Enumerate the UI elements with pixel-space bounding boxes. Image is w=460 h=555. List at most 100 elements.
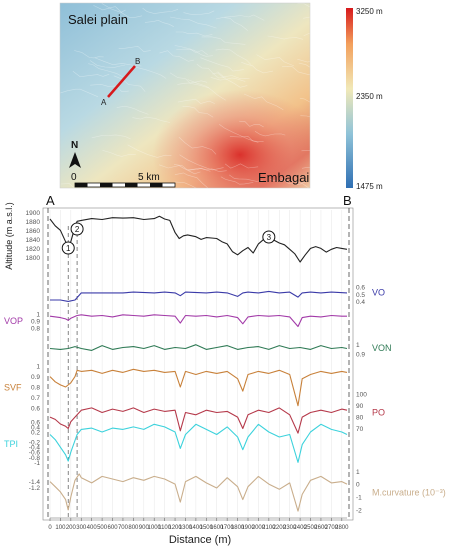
terrain-stroke	[102, 150, 136, 157]
series-name-m-curvature: M.curvature (10⁻³)	[372, 488, 446, 498]
scale-bar-end: 5 km	[138, 172, 160, 183]
tick-label-altitude: 1880	[26, 219, 41, 226]
terrain-stroke	[270, 179, 306, 184]
x-tick-label: 2000	[252, 525, 266, 531]
x-tick-label: 1700	[220, 525, 234, 531]
legend-mid: 2350 m	[356, 92, 383, 101]
relief-map	[60, 3, 310, 188]
series-name-svf: SVF	[4, 383, 22, 393]
legend-min: 1475 m	[356, 182, 383, 191]
tick-label-vo: 0.5	[356, 292, 365, 299]
terrain-stroke	[132, 116, 171, 123]
tick-label-svf: 0.7	[31, 395, 40, 402]
tick-label-tpi: 0.6	[31, 419, 40, 426]
terrain-stroke	[196, 63, 226, 79]
x-tick-label: 1800	[231, 525, 245, 531]
terrain-stroke	[159, 164, 201, 175]
x-axis-label: Distance (m)	[169, 534, 231, 546]
tick-label-tpi: -0.6	[29, 450, 41, 457]
x-tick-label: 100	[55, 525, 66, 531]
tick-label-po: 90	[356, 403, 364, 410]
tick-label-po: 70	[356, 426, 364, 433]
series-line-altitude	[49, 215, 348, 263]
point-marker-label-1: 1	[66, 244, 71, 253]
terrain-stroke	[174, 164, 211, 172]
x-tick-label: 400	[87, 525, 98, 531]
terrain-stroke	[239, 120, 264, 128]
chart-gridlines	[49, 210, 343, 518]
terrain-stroke	[215, 17, 248, 31]
tick-label-altitude: 1840	[26, 237, 41, 244]
x-tick-label: 1300	[179, 525, 193, 531]
tick-label-tpi: 0.4	[31, 424, 40, 431]
chart-point-markers: 1 2 3	[61, 222, 276, 255]
x-tick-label: 2300	[283, 525, 297, 531]
point-marker-label-3: 3	[267, 233, 272, 242]
tick-label-altitude: 1820	[26, 246, 41, 253]
terrain-stroke	[297, 3, 310, 8]
x-tick-label: 0	[48, 525, 52, 531]
chart-end-label-b: B	[343, 193, 352, 208]
point-marker-2	[70, 222, 84, 236]
tick-label-vo: 0.4	[356, 299, 365, 306]
series-line-svf	[49, 368, 348, 407]
tick-label-svf: 1	[36, 364, 40, 371]
point-marker-1	[61, 241, 75, 255]
tick-label-extra: -1.2	[29, 485, 41, 492]
terrain-stroke	[212, 72, 248, 88]
x-tick-label: 2200	[273, 525, 287, 531]
x-tick-label: 600	[108, 525, 119, 531]
terrain-stroke	[254, 130, 286, 137]
x-tick-label: 1900	[241, 525, 255, 531]
chart-series	[49, 215, 348, 512]
map-frame	[59, 2, 311, 189]
terrain-stroke	[178, 136, 217, 155]
terrain-stroke	[177, 98, 215, 104]
terrain-stroke	[174, 181, 197, 188]
x-tick-label: 1600	[210, 525, 224, 531]
terrain-stroke	[94, 57, 142, 67]
tick-label-m-curvature: -1	[356, 495, 362, 502]
tick-label-m-curvature: 1	[356, 469, 360, 476]
tick-label-vop: 1	[36, 312, 40, 319]
terrain-stroke	[159, 50, 194, 62]
terrain-stroke	[142, 7, 179, 14]
map-high-elevation-zone	[60, 3, 310, 188]
terrain-stroke	[200, 57, 244, 72]
tick-label-vop: 0.9	[31, 319, 40, 326]
terrain-stroke	[210, 77, 246, 82]
map-terrain-texture	[60, 3, 310, 188]
tick-label-m-curvature: 0	[356, 482, 360, 489]
terrain-stroke	[224, 163, 259, 169]
series-line-m-curvature	[49, 473, 348, 512]
tick-label-po: 100	[356, 392, 367, 399]
series-line-von	[49, 344, 348, 351]
terrain-stroke	[118, 45, 151, 52]
x-tick-label: 500	[97, 525, 108, 531]
x-tick-label: 1400	[189, 525, 203, 531]
terrain-stroke	[169, 72, 210, 89]
terrain-stroke	[175, 31, 213, 37]
terrain-stroke	[60, 88, 99, 98]
x-tick-label: 1100	[158, 525, 172, 531]
tick-label-altitude: 1900	[26, 210, 41, 217]
x-tick-label: 2100	[262, 525, 276, 531]
terrain-stroke	[90, 83, 129, 92]
north-label: N	[71, 140, 78, 151]
elevation-colorbar	[346, 8, 353, 188]
tick-label-von: 1	[356, 342, 360, 349]
terrain-stroke	[93, 5, 126, 13]
terrain-stroke	[229, 174, 263, 182]
profile-label-a: A	[101, 98, 107, 107]
terrain-stroke	[303, 32, 310, 37]
chart-frame	[42, 207, 354, 521]
x-tick-label: 2700	[325, 525, 339, 531]
terrain-stroke	[187, 79, 226, 101]
terrain-stroke	[297, 58, 310, 63]
terrain-stroke	[127, 144, 172, 158]
tick-label-altitude: 1800	[26, 255, 41, 262]
point-marker-label-2: 2	[75, 225, 80, 234]
